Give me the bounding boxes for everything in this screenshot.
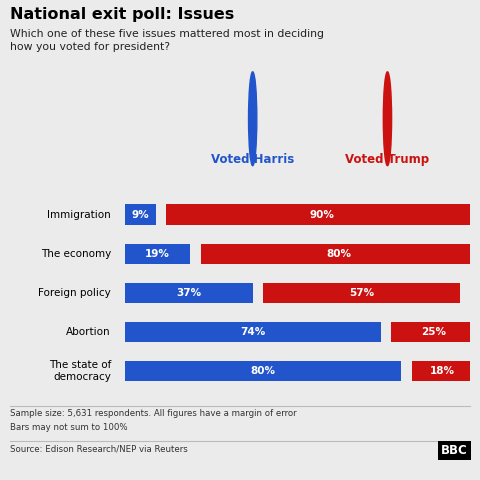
Text: 57%: 57%: [349, 288, 374, 298]
Text: BBC: BBC: [441, 444, 468, 457]
Circle shape: [249, 72, 257, 166]
Text: 9%: 9%: [132, 210, 149, 219]
Text: 18%: 18%: [430, 366, 455, 376]
Bar: [166, 204, 477, 225]
Text: 74%: 74%: [240, 327, 265, 337]
Bar: [125, 243, 191, 264]
Text: Sample size: 5,631 respondents. All figures have a margin of error: Sample size: 5,631 respondents. All figu…: [10, 409, 296, 418]
Text: Bars may not sum to 100%: Bars may not sum to 100%: [10, 423, 127, 432]
Text: 80%: 80%: [251, 366, 276, 376]
Text: Voted Harris: Voted Harris: [211, 153, 294, 166]
Text: Source: Edison Research/NEP via Reuters: Source: Edison Research/NEP via Reuters: [10, 444, 187, 453]
Bar: [412, 361, 474, 381]
Bar: [391, 322, 477, 342]
Text: 37%: 37%: [176, 288, 201, 298]
Text: 80%: 80%: [326, 249, 351, 259]
Bar: [125, 322, 381, 342]
Bar: [263, 283, 460, 303]
Text: Which one of these five issues mattered most in deciding
how you voted for presi: Which one of these five issues mattered …: [10, 29, 324, 52]
Text: 25%: 25%: [421, 327, 446, 337]
Text: Voted Trump: Voted Trump: [346, 153, 430, 166]
Text: 19%: 19%: [145, 249, 170, 259]
Bar: [201, 243, 477, 264]
Bar: [125, 361, 401, 381]
Text: Abortion: Abortion: [66, 327, 111, 337]
Text: The state of
democracy: The state of democracy: [48, 360, 111, 382]
Text: Foreign policy: Foreign policy: [38, 288, 111, 298]
Text: 90%: 90%: [309, 210, 334, 219]
Bar: [125, 204, 156, 225]
Text: The economy: The economy: [41, 249, 111, 259]
Text: National exit poll: Issues: National exit poll: Issues: [10, 7, 234, 22]
Circle shape: [384, 72, 392, 166]
Text: Immigration: Immigration: [47, 210, 111, 219]
Bar: [125, 283, 252, 303]
